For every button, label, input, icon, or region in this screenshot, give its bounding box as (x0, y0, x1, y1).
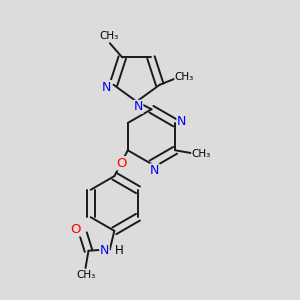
Text: N: N (102, 81, 112, 94)
Text: CH₃: CH₃ (175, 72, 194, 82)
Text: CH₃: CH₃ (76, 269, 95, 280)
Text: N: N (177, 115, 186, 128)
Text: CH₃: CH₃ (192, 149, 211, 159)
Text: N: N (100, 244, 109, 257)
Text: N: N (150, 164, 159, 177)
Text: O: O (116, 157, 126, 170)
Text: O: O (70, 223, 81, 236)
Text: H: H (115, 244, 124, 257)
Text: N: N (134, 100, 143, 113)
Text: CH₃: CH₃ (100, 31, 119, 41)
